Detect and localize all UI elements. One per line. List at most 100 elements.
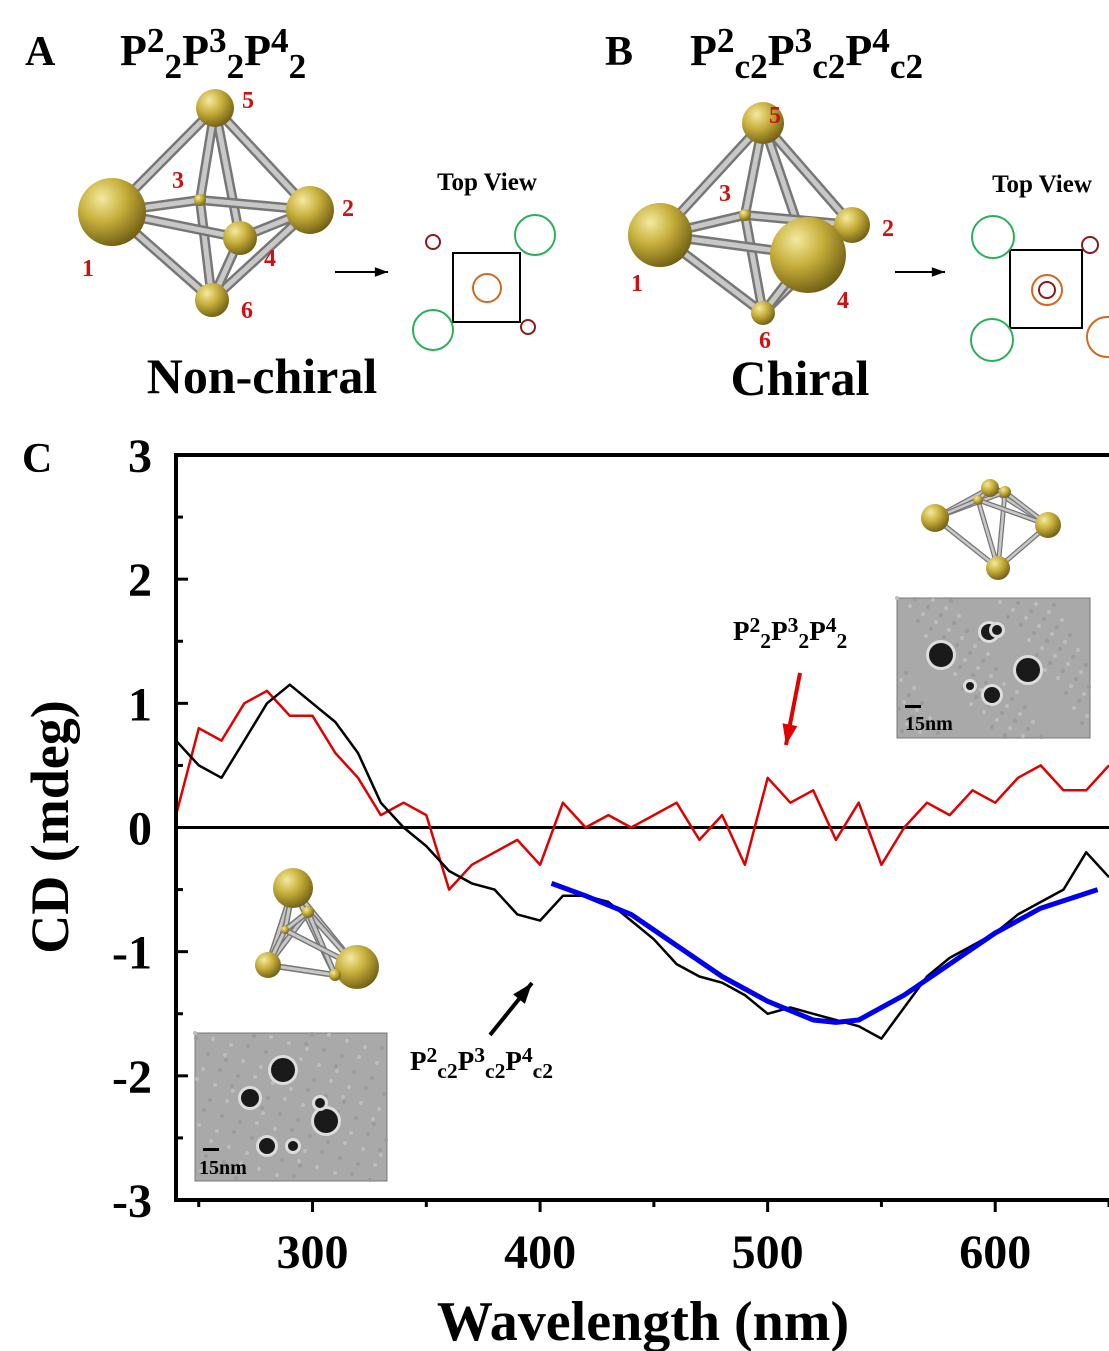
top-view-label: Top View xyxy=(992,171,1092,198)
illustration-part xyxy=(1058,647,1062,651)
illustration-part xyxy=(981,659,985,663)
illustration-part xyxy=(193,1031,197,1035)
illustration-part xyxy=(1087,317,1109,357)
formula-sub: c2 xyxy=(485,1059,505,1083)
panel-formula: P2c2P3c2P4c2 xyxy=(690,21,923,86)
illustration-part xyxy=(306,1088,310,1092)
illustration-part xyxy=(334,1064,338,1068)
y-tick-label: 3 xyxy=(128,430,152,483)
illustration-part xyxy=(1016,601,1020,605)
illustration-part xyxy=(356,1162,360,1166)
illustration-part xyxy=(252,1034,256,1038)
series-annotation: P2c2P3c2P4c2 xyxy=(410,1043,553,1083)
vertex-label: 3 xyxy=(172,168,184,194)
illustration-part xyxy=(297,1159,301,1163)
illustration-part xyxy=(1039,735,1043,739)
illustration-part xyxy=(241,1089,259,1107)
formula-sup: 2 xyxy=(717,21,735,60)
illustration-part xyxy=(907,693,911,697)
scale-label: 15nm xyxy=(199,1157,247,1179)
illustration-part xyxy=(958,665,962,669)
illustration-part xyxy=(473,274,501,302)
illustration-part xyxy=(981,479,999,497)
illustration-part xyxy=(1085,714,1089,718)
illustration-part xyxy=(900,729,904,733)
illustration-part xyxy=(315,1165,319,1169)
illustration-part xyxy=(366,1132,370,1136)
illustration-part xyxy=(347,1085,351,1089)
panel-label: C xyxy=(22,436,52,482)
formula-base: P xyxy=(845,26,872,75)
series-annotation: P22P32P42 xyxy=(733,613,847,653)
illustration-part xyxy=(194,194,206,206)
illustration-part xyxy=(973,644,977,648)
illustration-part xyxy=(953,672,957,676)
illustration-part xyxy=(375,267,388,277)
illustration-part xyxy=(1035,512,1061,538)
illustration-part xyxy=(1000,711,1004,715)
illustration-part xyxy=(1072,706,1076,710)
illustration-part xyxy=(1087,685,1091,689)
illustration-part xyxy=(1047,610,1051,614)
formula-base: P xyxy=(809,616,826,646)
illustration-part xyxy=(194,1036,198,1040)
illustration-part xyxy=(350,1172,354,1176)
illustration-part xyxy=(304,1042,308,1046)
illustration-part xyxy=(280,1158,284,1162)
illustration-part xyxy=(343,1141,347,1145)
illustration-part xyxy=(916,619,920,623)
illustration-part xyxy=(379,1153,383,1157)
data-line xyxy=(552,883,1098,1022)
x-axis-title: Wavelength (nm) xyxy=(437,1291,849,1351)
illustration-part xyxy=(345,1039,349,1043)
illustration-part xyxy=(250,1136,254,1140)
illustration-part xyxy=(301,1103,305,1107)
illustration-part xyxy=(322,1048,326,1052)
illustration-part xyxy=(238,1120,242,1124)
illustration-part xyxy=(955,643,959,647)
illustration-part xyxy=(335,1069,339,1073)
illustration-part xyxy=(1023,705,1027,709)
illustration-part xyxy=(357,1055,361,1059)
illustration-part xyxy=(296,1118,300,1122)
illustration-part xyxy=(895,596,899,600)
illustration-part xyxy=(359,1101,363,1105)
illustration-part xyxy=(361,1147,365,1151)
illustration-part xyxy=(974,695,978,699)
illustration-part xyxy=(1053,654,1057,658)
illustration-part xyxy=(1011,608,1015,612)
illustration-part xyxy=(904,671,908,675)
illustration-part xyxy=(921,612,925,616)
illustration-part xyxy=(364,1086,368,1090)
illustration-part xyxy=(298,1164,302,1168)
illustration-part xyxy=(211,1037,215,1041)
illustration-part xyxy=(223,1053,227,1057)
illustration-part xyxy=(1043,668,1047,672)
illustration-part xyxy=(965,629,969,633)
illustration-part xyxy=(920,701,924,705)
illustration-part xyxy=(947,628,951,632)
illustration-part xyxy=(913,597,917,601)
illustration-part xyxy=(326,1140,330,1144)
formula-base: P xyxy=(733,616,750,646)
illustration-part xyxy=(999,486,1011,498)
illustration-part xyxy=(1034,602,1038,606)
illustration-part xyxy=(971,673,975,677)
illustration-part xyxy=(289,1087,293,1091)
formula-base: P xyxy=(690,26,717,75)
formula-sup: 2 xyxy=(427,1043,438,1067)
formula-sup: 2 xyxy=(147,21,165,60)
illustration-part xyxy=(1077,699,1081,703)
illustration-part xyxy=(998,600,1002,604)
formula-sub: c2 xyxy=(734,47,767,86)
illustration-part xyxy=(1006,615,1010,619)
illustration-part xyxy=(912,686,916,690)
illustration-part xyxy=(259,1065,263,1069)
illustration-part xyxy=(342,1100,346,1104)
x-tick-label: 300 xyxy=(277,1226,349,1279)
panel-label: B xyxy=(605,29,633,75)
illustration-part xyxy=(915,708,919,712)
illustration-part xyxy=(213,1083,217,1087)
y-tick-label: 2 xyxy=(128,554,152,607)
illustration-part xyxy=(952,621,956,625)
